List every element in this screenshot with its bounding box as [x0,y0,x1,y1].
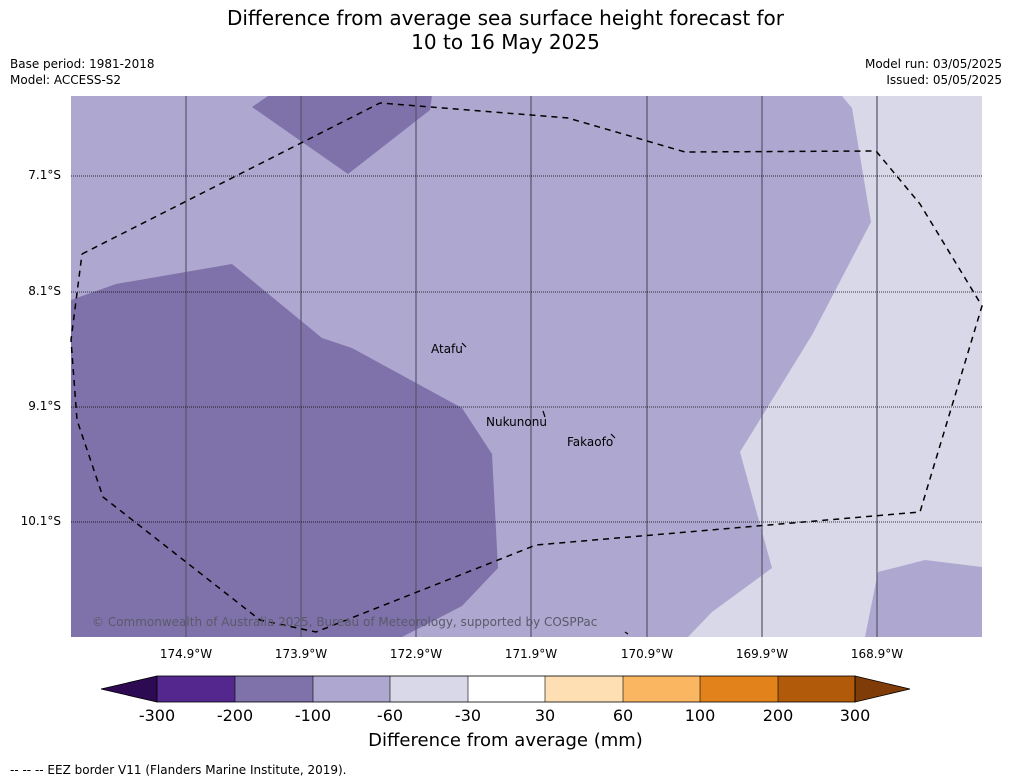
colorbar-tick-60: 60 [612,706,634,725]
colorbar-bin-minus-100-to-minus-60 [313,676,390,702]
place-label-atafu: Atafu [431,342,463,356]
lat-label-7-1s: 7.1°S [28,168,61,182]
lon-label-174-9w: 174.9°W [159,647,213,661]
colorbar-bin-60-to-100 [623,676,700,702]
lat-label-8-1s: 8.1°S [28,284,61,298]
colorbar [100,675,911,703]
lon-label-168-9w: 168.9°W [850,647,904,661]
lon-label-172-9w: 172.9°W [389,647,443,661]
sea-height-field [71,96,982,637]
lon-label-173-9w: 173.9°W [274,647,328,661]
title-line-1: Difference from average sea surface heig… [226,6,785,30]
colorbar-bin-minus-30-to-30 [468,676,545,702]
colorbar-bin-100-to-200 [700,676,778,702]
colorbar-tick-200: 200 [762,706,794,725]
colorbar-tick-100: 100 [684,706,716,725]
base-period: Base period: 1981-2018 [10,57,155,71]
fakaofo-island-marker [610,433,616,439]
colorbar-bin-minus-60-to-minus-30 [390,676,468,702]
colorbar-extend-high [854,675,911,703]
colorbar-tick-minus-200: -200 [216,706,254,725]
colorbar-tick-minus-300: -300 [138,706,176,725]
eez-legend-note: -- -- -- EEZ border V11 (Flanders Marine… [10,763,347,777]
lon-label-171-9w: 171.9°W [504,647,558,661]
title-line-2: 10 to 16 May 2025 [411,30,600,54]
colorbar-tick-30: 30 [534,706,556,725]
atafu-island-marker [461,342,467,348]
lon-label-170-9w: 170.9°W [620,647,674,661]
colorbar-tick-minus-30: -30 [454,706,482,725]
colorbar-tick-300: 300 [839,706,871,725]
colorbar-bin-200-to-300 [778,676,855,702]
model-name: Model: ACCESS-S2 [10,73,122,87]
model-run: Model run: 03/05/2025 [864,57,1002,71]
nukunonu-island-marker [542,410,546,418]
field-minus-100-to-200-north [252,96,432,174]
colorbar-bin-minus-200-to-minus-100 [235,676,313,702]
colorbar-tick-minus-60: -60 [376,706,404,725]
small-island-marker [624,631,629,635]
colorbar-bin-minus-300-to-minus-200 [157,676,235,702]
colorbar-bin-30-to-60 [545,676,623,702]
lon-label-169-9w: 169.9°W [735,647,789,661]
place-label-fakaofo: Fakaofo [567,435,614,449]
field-minus-100-to-200-west [71,264,498,637]
colorbar-title: Difference from average (mm) [368,730,643,751]
lat-label-9-1s: 9.1°S [28,399,61,413]
lat-label-10-1s: 10.1°S [20,514,61,528]
colorbar-tick-minus-100: -100 [294,706,332,725]
colorbar-extend-low [100,675,158,703]
issued-date: Issued: 05/05/2025 [886,73,1002,87]
place-label-nukunonu: Nukunonu [486,415,547,429]
eez-border [70,102,983,633]
copyright-notice: © Commonwealth of Australia 2025, Bureau… [92,615,598,629]
